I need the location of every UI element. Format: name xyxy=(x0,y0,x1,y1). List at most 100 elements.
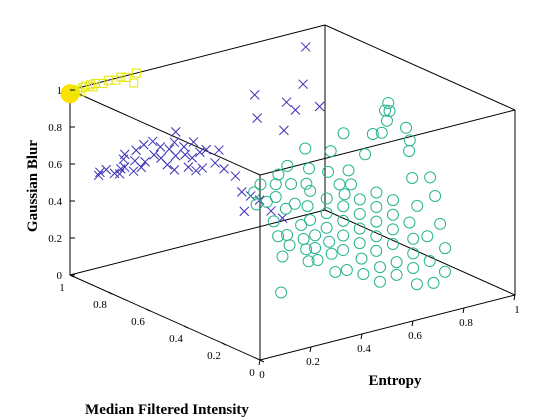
point-x xyxy=(170,127,181,137)
y-tick-mark xyxy=(145,308,151,312)
point-circle xyxy=(295,219,308,231)
z-tick-label: 0.4 xyxy=(48,196,62,208)
point-x xyxy=(136,162,147,173)
box-edge-7 xyxy=(259,109,516,176)
plot-box xyxy=(69,24,516,361)
point-circle xyxy=(303,162,315,175)
x-tick-mark xyxy=(258,359,261,366)
x-tick-label: 0.2 xyxy=(306,356,320,368)
point-x xyxy=(245,191,256,201)
point-x xyxy=(149,150,159,160)
point-x xyxy=(101,164,112,175)
point-circle xyxy=(370,244,383,257)
axis-labels: Gaussian Blur Entropy Median Filtered In… xyxy=(25,140,422,418)
point-x xyxy=(279,125,289,136)
point-x xyxy=(138,139,149,150)
point-circle xyxy=(288,197,301,210)
point-circle xyxy=(309,241,322,254)
point-circle xyxy=(301,200,314,213)
point-circle xyxy=(411,199,424,212)
box-edge-8 xyxy=(69,89,261,176)
point-x xyxy=(169,164,180,175)
point-circle xyxy=(338,188,351,201)
point-circle xyxy=(311,254,324,267)
y-tick-label: 1 xyxy=(59,282,65,294)
point-circle xyxy=(281,228,294,241)
point-x xyxy=(169,137,180,148)
point-circle xyxy=(359,148,372,161)
x-tick-mark xyxy=(411,320,414,327)
point-circle xyxy=(353,237,366,250)
point-circle xyxy=(299,142,312,155)
point-circle xyxy=(337,214,350,227)
point-circle xyxy=(269,178,282,191)
point-circle xyxy=(374,261,386,274)
point-x xyxy=(300,42,311,52)
point-circle xyxy=(345,178,357,191)
point-circle xyxy=(382,96,395,109)
point-x xyxy=(187,153,198,163)
point-circle xyxy=(260,195,273,208)
point-circle xyxy=(254,178,267,191)
box-edge-11 xyxy=(69,24,326,91)
point-x xyxy=(155,142,166,152)
point-circle xyxy=(300,177,313,190)
point-circle xyxy=(370,215,383,228)
data-points xyxy=(60,42,452,299)
point-circle xyxy=(353,207,366,220)
box-edge-3 xyxy=(324,209,516,296)
point-circle xyxy=(390,256,403,269)
point-circle xyxy=(407,261,420,274)
point-x xyxy=(93,170,104,181)
z-tick-label: 0.2 xyxy=(48,233,62,245)
point-x xyxy=(180,149,191,160)
point-x xyxy=(183,162,194,172)
point-circle xyxy=(386,208,399,221)
point-circle xyxy=(375,126,388,139)
point-circle xyxy=(373,275,386,288)
point-x xyxy=(249,90,260,100)
point-x xyxy=(162,159,173,170)
point-circle xyxy=(323,235,336,248)
point-x xyxy=(131,145,142,156)
point-circle xyxy=(283,239,296,252)
point-x xyxy=(170,150,181,161)
point-square xyxy=(75,87,85,97)
x-tick-mark xyxy=(462,307,465,314)
x-tick-label: 0.4 xyxy=(357,343,371,355)
point-circle xyxy=(366,128,379,140)
point-circle xyxy=(342,164,355,177)
x-tick-label: 0 xyxy=(259,369,265,381)
point-circle xyxy=(272,230,285,243)
x-tick-mark xyxy=(513,294,516,301)
point-x xyxy=(239,206,250,217)
point-circle xyxy=(275,286,288,299)
point-circle xyxy=(297,232,310,245)
box-edge-1 xyxy=(69,274,261,361)
point-square xyxy=(129,78,139,88)
point-square xyxy=(116,72,126,82)
point-circle xyxy=(439,265,451,278)
point-circle xyxy=(267,215,280,228)
point-circle xyxy=(320,192,333,205)
y-tick-mark xyxy=(259,359,265,363)
point-circle xyxy=(355,252,368,265)
point-circle xyxy=(410,278,423,291)
point-circle xyxy=(320,221,333,234)
point-x xyxy=(128,166,139,177)
point-circle xyxy=(370,230,383,243)
point-circle xyxy=(357,268,370,281)
point-circle xyxy=(400,121,413,134)
point-circle xyxy=(337,200,350,213)
point-circle xyxy=(276,250,289,263)
xlabel: Entropy xyxy=(368,373,422,389)
point-circle xyxy=(269,190,282,203)
point-circle xyxy=(353,222,366,235)
point-x xyxy=(147,136,158,147)
point-circle xyxy=(329,265,342,278)
point-x xyxy=(194,147,205,158)
point-circle xyxy=(370,186,383,199)
z-tick-label: 0 xyxy=(57,270,63,282)
point-circle xyxy=(387,194,399,207)
x-tick-label: 0.8 xyxy=(459,317,473,329)
